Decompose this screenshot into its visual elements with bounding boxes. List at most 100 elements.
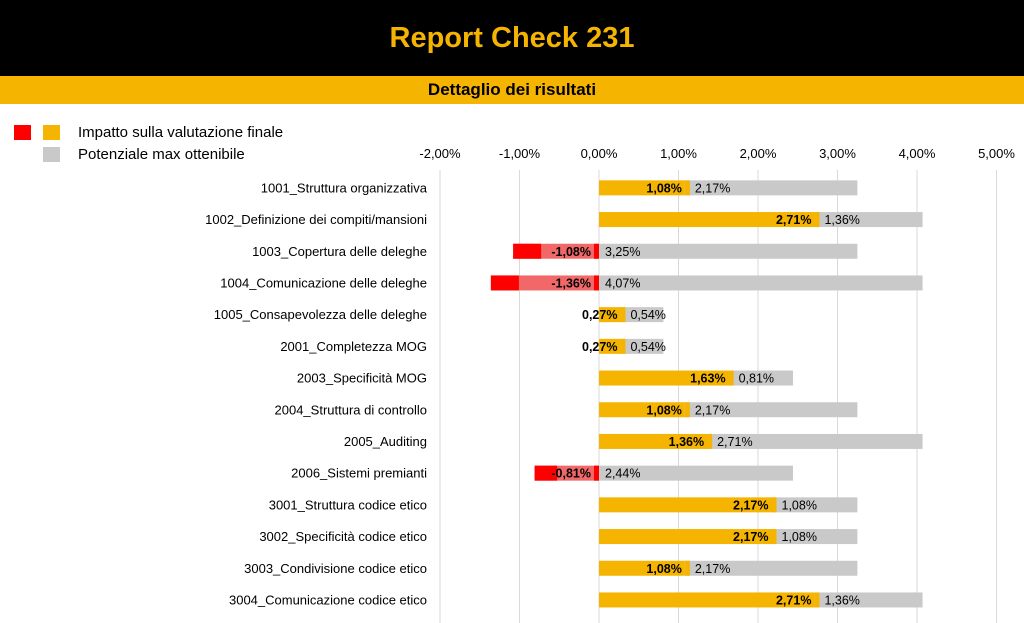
- potential-bar: [684, 560, 858, 576]
- impact-data-label: 1,08%: [646, 181, 681, 195]
- legend-item-potential: Potenziale max ottenibile: [14, 143, 283, 165]
- title-bar: Report Check 231: [0, 0, 1024, 76]
- potential-bar: [814, 212, 923, 228]
- potential-data-label: 1,36%: [824, 593, 859, 607]
- impact-marker: [684, 402, 690, 418]
- legend-swatch-negative: [14, 124, 31, 140]
- impact-marker: [620, 307, 626, 323]
- impact-data-label: 0,27%: [582, 308, 617, 322]
- report-subtitle: Dettaglio dei risultati: [427, 80, 597, 99]
- x-tick-label: 0,00%: [581, 146, 618, 161]
- impact-bar: [599, 592, 815, 608]
- category-label: 1002_Definizione dei compiti/mansioni: [205, 212, 427, 227]
- impact-data-label: 0,27%: [582, 340, 617, 354]
- category-label: 2004_Struttura di controllo: [275, 402, 427, 417]
- legend-swatch-potential: [43, 146, 60, 162]
- impact-data-label: 2,71%: [776, 593, 811, 607]
- impact-marker: [707, 433, 713, 449]
- impact-bar: [599, 338, 621, 354]
- category-label: 1005_Consapevolezza delle deleghe: [214, 307, 427, 322]
- potential-bar: [707, 433, 923, 449]
- subtitle-bar: Dettaglio dei risultati: [0, 76, 1024, 104]
- category-label: 3001_Struttura codice etico: [269, 497, 427, 512]
- legend-swatch-positive: [43, 124, 60, 140]
- potential-bar: [620, 338, 664, 354]
- potential-bar: [728, 370, 793, 386]
- impact-data-label: 2,71%: [776, 213, 811, 227]
- legend-item-impact: Impatto sulla valutazione finale: [14, 121, 283, 143]
- impact-marker: [594, 243, 599, 259]
- potential-bar: [599, 465, 793, 481]
- potential-data-label: 2,17%: [695, 403, 730, 417]
- potential-bar: [599, 275, 923, 291]
- impact-bar-edge: [513, 243, 542, 259]
- potential-data-label: 1,36%: [824, 213, 859, 227]
- category-label: 3004_Comunicazione codice etico: [229, 592, 427, 607]
- impact-data-label: 1,63%: [690, 372, 725, 386]
- impact-marker: [814, 592, 820, 608]
- category-label: 1003_Copertura delle deleghe: [252, 244, 427, 259]
- impact-bar: [599, 560, 685, 576]
- potential-data-label: 4,07%: [605, 276, 640, 290]
- potential-data-label: 2,71%: [717, 435, 752, 449]
- x-tick-label: 4,00%: [899, 146, 936, 161]
- impact-bar: [599, 529, 772, 545]
- potential-data-label: 3,25%: [605, 245, 640, 259]
- x-tick-label: 5,00%: [978, 146, 1015, 161]
- impact-data-label: 2,17%: [733, 530, 768, 544]
- impact-marker: [771, 497, 777, 513]
- impact-marker: [728, 370, 734, 386]
- impact-marker: [594, 275, 599, 291]
- impact-bar: [599, 370, 729, 386]
- category-label: 3002_Specificità codice etico: [259, 529, 427, 544]
- potential-bar: [684, 402, 858, 418]
- impact-marker: [620, 338, 626, 354]
- potential-bar: [599, 243, 858, 259]
- potential-bar: [814, 592, 923, 608]
- impact-bar: [599, 180, 685, 196]
- impact-marker: [684, 560, 690, 576]
- impact-bar: [599, 497, 772, 513]
- impact-marker: [771, 529, 777, 545]
- potential-data-label: 2,44%: [605, 467, 640, 481]
- impact-bar: [599, 402, 685, 418]
- potential-data-label: 0,54%: [630, 308, 665, 322]
- x-tick-label: -2,00%: [419, 146, 461, 161]
- category-label: 2003_Specificità MOG: [297, 371, 427, 386]
- impact-bar-edge: [490, 275, 519, 291]
- report-title: Report Check 231: [389, 21, 635, 54]
- category-label: 2001_Completezza MOG: [280, 339, 427, 354]
- potential-bar: [620, 307, 664, 323]
- impact-data-label: 1,08%: [646, 403, 681, 417]
- impact-data-label: 1,36%: [669, 435, 704, 449]
- x-tick-label: 2,00%: [740, 146, 777, 161]
- category-label: 1004_Comunicazione delle deleghe: [220, 275, 427, 290]
- potential-data-label: 1,08%: [782, 530, 817, 544]
- impact-data-label: -1,36%: [551, 276, 591, 290]
- impact-data-label: 2,17%: [733, 498, 768, 512]
- legend-label-potential: Potenziale max ottenibile: [78, 145, 245, 163]
- category-label: 1001_Struttura organizzativa: [261, 180, 428, 195]
- category-label: 3003_Condivisione codice etico: [244, 561, 427, 576]
- category-label: 2005_Auditing: [344, 434, 427, 449]
- impact-marker: [814, 212, 820, 228]
- potential-bar: [771, 529, 858, 545]
- impact-data-label: -1,08%: [551, 245, 591, 259]
- potential-data-label: 2,17%: [695, 562, 730, 576]
- impact-bar-edge: [534, 465, 558, 481]
- impact-data-label: 1,08%: [646, 562, 681, 576]
- potential-data-label: 2,17%: [695, 181, 730, 195]
- impact-bar: [599, 307, 621, 323]
- impact-marker: [594, 465, 599, 481]
- x-tick-label: 1,00%: [660, 146, 697, 161]
- potential-bar: [684, 180, 858, 196]
- potential-data-label: 0,81%: [739, 372, 774, 386]
- potential-data-label: 1,08%: [782, 498, 817, 512]
- potential-bar: [771, 497, 858, 513]
- potential-data-label: 0,54%: [630, 340, 665, 354]
- category-label: 2006_Sistemi premianti: [291, 466, 427, 481]
- x-tick-label: 3,00%: [819, 146, 856, 161]
- legend-label-impact: Impatto sulla valutazione finale: [78, 123, 284, 141]
- x-tick-label: -1,00%: [499, 146, 541, 161]
